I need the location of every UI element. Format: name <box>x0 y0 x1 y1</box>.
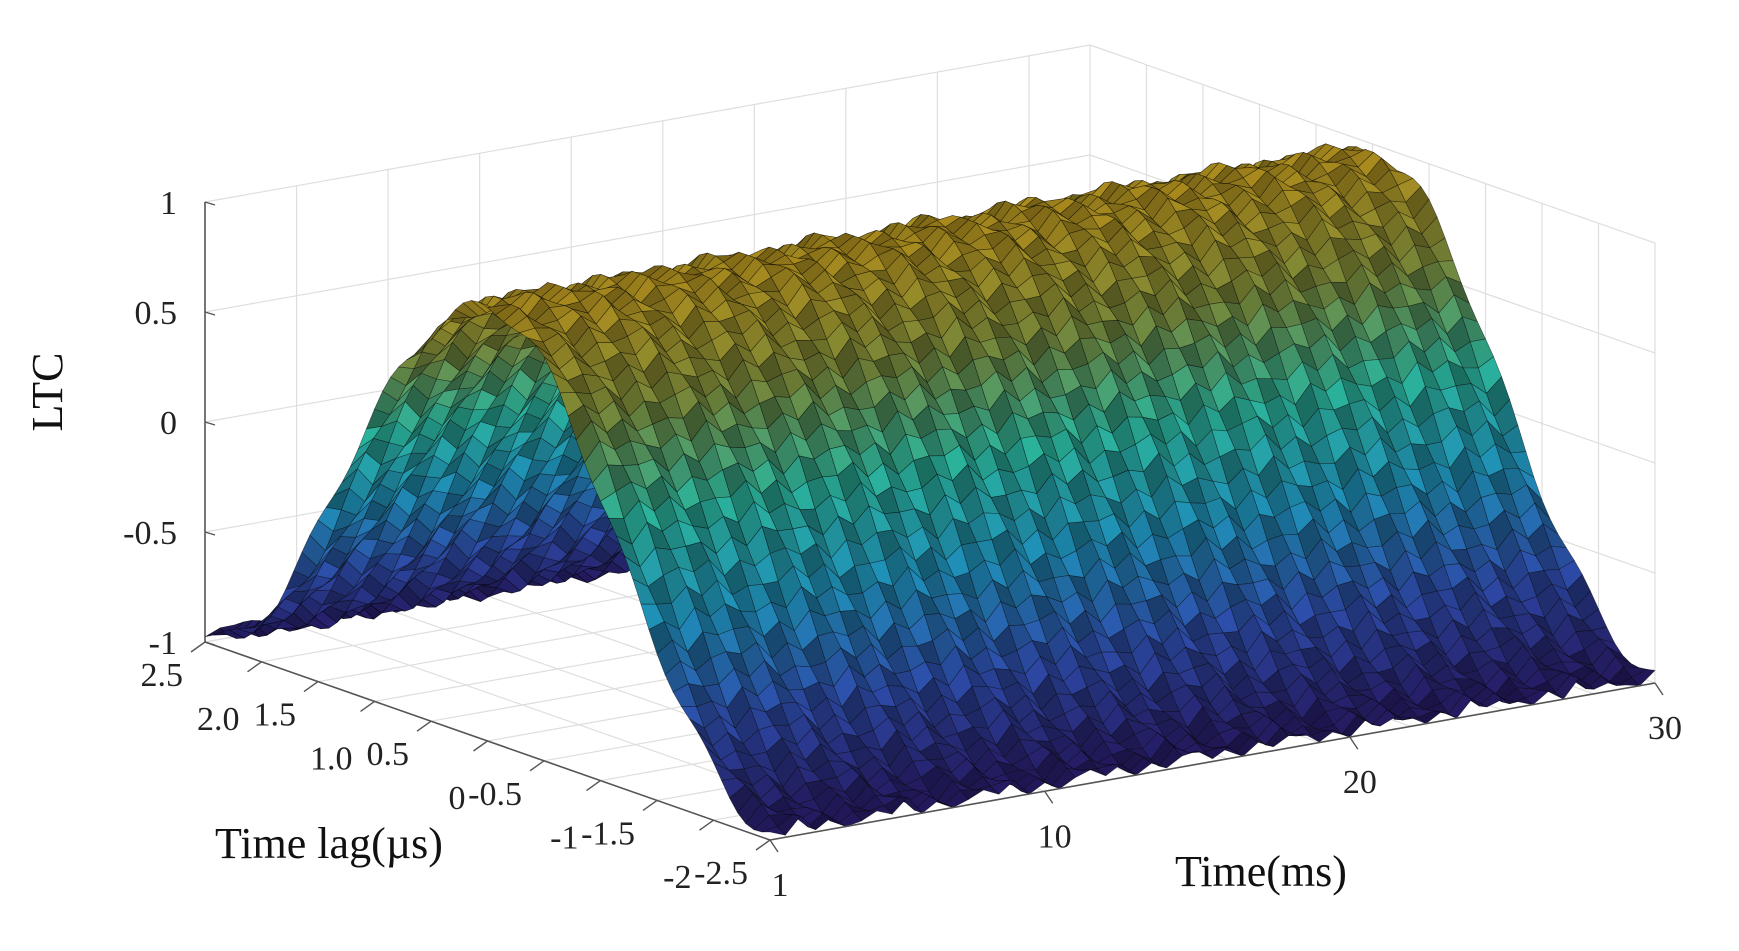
time-lag-tick-mark <box>303 681 319 693</box>
grid-line <box>204 154 1091 313</box>
z-tick-label: 1 <box>160 185 177 222</box>
time-lag-tick-label: -1 <box>550 820 578 857</box>
time-lag-tick-mark <box>190 641 206 653</box>
time-tick-mark <box>1654 682 1664 696</box>
time-lag-tick-label: 0.5 <box>367 736 410 773</box>
z-tick-label: -0.5 <box>123 515 177 552</box>
time-tick-mark <box>769 839 779 853</box>
time-lag-tick-label: 1.0 <box>310 740 353 777</box>
time-lag-tick-label: 2.5 <box>141 657 184 694</box>
z-tick-mark <box>204 531 216 536</box>
time-lag-tick-mark <box>360 700 375 712</box>
time-lag-tick-label: -1.5 <box>581 815 635 852</box>
time-lag-tick-label: 1.5 <box>254 697 297 734</box>
time-lag-tick-mark <box>473 740 488 752</box>
time-lag-tick-mark <box>247 661 262 673</box>
time-lag-tick-mark <box>416 720 432 732</box>
time-tick-label: 1 <box>772 867 789 904</box>
time-lag-axis-label: Time lag(µs) <box>215 819 443 868</box>
time-tick-label: 10 <box>1038 818 1072 855</box>
time-lag-tick-label: 2.0 <box>197 701 240 738</box>
time-tick-label: 20 <box>1343 764 1377 801</box>
z-tick-label: 0 <box>160 405 177 442</box>
time-lag-tick-mark <box>642 799 658 811</box>
time-lag-tick-label: -2.5 <box>694 855 748 892</box>
time-lag-tick-mark <box>755 839 771 851</box>
time-lag-tick-mark <box>586 780 601 792</box>
z-tick-mark <box>204 311 216 316</box>
time-axis-label: Time(ms) <box>1175 847 1347 896</box>
time-lag-tick-label: 0 <box>449 780 466 817</box>
z-axis-ticks: 10.50-0.5-1 <box>123 185 216 662</box>
time-lag-tick-label: -2 <box>663 859 691 896</box>
time-lag-tick-mark <box>529 760 545 772</box>
z-tick-mark <box>204 421 216 426</box>
ltc-surface <box>204 143 1656 836</box>
z-axis-label: LTC <box>23 352 72 431</box>
grid-line <box>204 44 1091 203</box>
time-tick-mark <box>1349 736 1359 750</box>
time-tick-mark <box>1044 790 1054 804</box>
time-lag-tick-mark <box>699 819 714 831</box>
time-lag-tick-label: -0.5 <box>468 776 522 813</box>
z-tick-mark <box>204 201 216 206</box>
z-tick-label: 0.5 <box>135 295 178 332</box>
time-tick-label: 30 <box>1648 710 1682 747</box>
